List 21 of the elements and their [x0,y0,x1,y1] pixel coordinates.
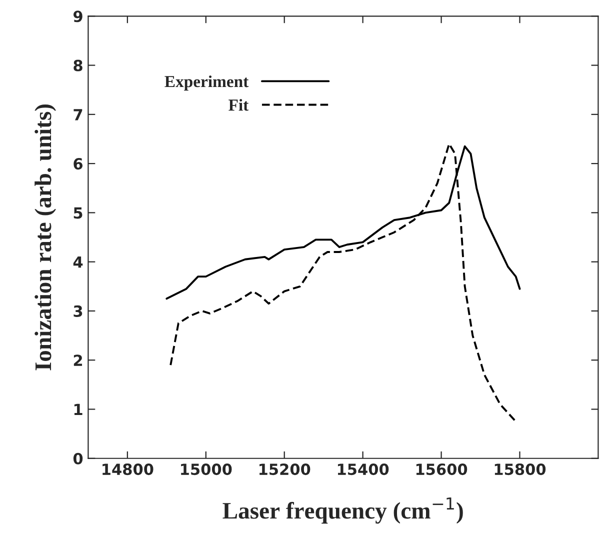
line-series [170,142,517,422]
y-tick-label: 4 [73,256,83,268]
y-tick-label: 1 [74,404,82,416]
y-tick-label: 0 [73,452,83,464]
x-tick-label: 15000 [181,464,232,476]
x-tick-label: 15400 [338,464,389,476]
y-axis-title: Ionization rate (arb. units) [34,104,56,370]
x-tick-label: 15600 [416,464,468,476]
x-tick-label: 14800 [102,464,154,476]
y-tick-label: 3 [74,305,82,317]
x-axis-title: Laser frequency (cm$^{−1}$) [222,497,463,524]
x-tick-label: 15200 [260,464,310,476]
y-tick-label: 7 [74,109,82,120]
y-tick-label: 2 [74,354,82,366]
legend-label: Experiment [164,75,249,91]
y-tick-label: 8 [74,60,82,72]
x-tick-label: 15800 [494,464,546,476]
y-tick-label: 5 [74,207,82,219]
y-tick-label: 6 [74,158,83,170]
y-tick-label: 9 [74,10,82,22]
legend-label: Fit [228,99,249,111]
